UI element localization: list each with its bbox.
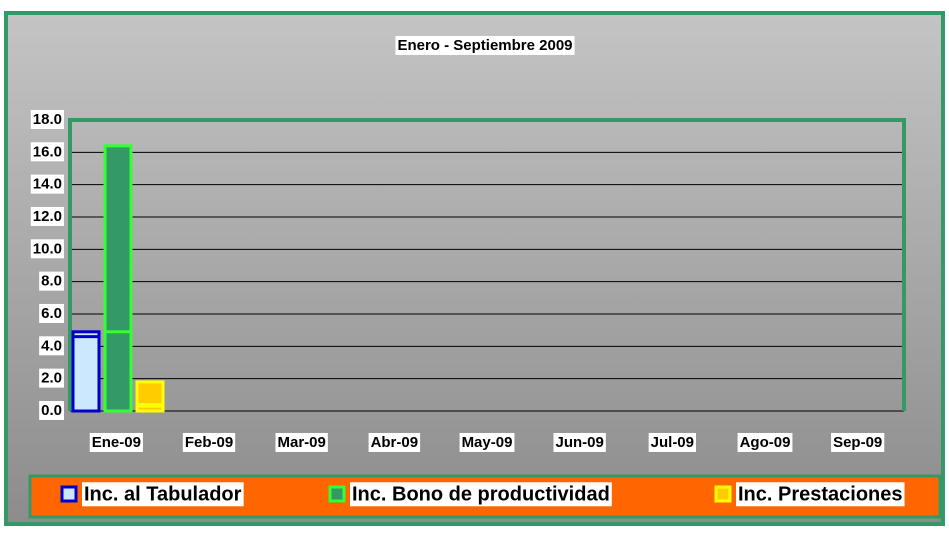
- y-tick-label: 12.0: [33, 208, 62, 225]
- y-tick-label: 18.0: [33, 111, 62, 128]
- x-tick-label: Feb-09: [185, 434, 233, 451]
- x-tick-label: Jul-09: [651, 434, 694, 451]
- y-tick-label: 16.0: [33, 143, 62, 160]
- bar: [71, 335, 101, 413]
- y-tick-label-bg: [39, 271, 64, 291]
- legend-swatch: [60, 485, 78, 503]
- chart-title-bg: [395, 35, 575, 55]
- legend-label: Inc. Prestaciones: [738, 483, 903, 505]
- x-tick-label-bg: [459, 432, 515, 452]
- x-tick-label-bg: [275, 432, 328, 452]
- legend-label: Inc. al Tabulador: [84, 483, 242, 505]
- y-tick-label: 4.0: [41, 337, 62, 354]
- x-tick-label-bg: [89, 432, 143, 452]
- y-tick-label: 6.0: [41, 305, 62, 322]
- x-tick-label: May-09: [462, 434, 513, 451]
- legend-label-bg: [350, 482, 612, 507]
- x-tick-label: Jun-09: [555, 434, 603, 451]
- y-tick-label-bg: [30, 174, 64, 194]
- y-tick-label: 14.0: [33, 176, 62, 193]
- x-tick-label: Ago-09: [740, 434, 791, 451]
- y-tick-label: 2.0: [41, 370, 62, 387]
- x-tick-label-bg: [553, 432, 606, 452]
- bar: [103, 330, 133, 413]
- x-tick-label-bg: [648, 432, 697, 452]
- legend-swatch: [328, 485, 346, 503]
- plot-border: [68, 118, 906, 411]
- x-tick-label: Sep-09: [833, 434, 882, 451]
- y-tick-label-bg: [30, 109, 64, 129]
- y-tick-label-bg: [30, 206, 64, 226]
- y-tick-label-bg: [30, 239, 64, 259]
- legend-label-bg: [736, 482, 905, 507]
- x-tick-label: Mar-09: [277, 434, 325, 451]
- y-tick-label: 8.0: [41, 273, 62, 290]
- y-tick-label: 0.0: [41, 402, 62, 419]
- plot-layer: Enero - Septiembre 2009 0.0 2.0 4.0 6.0 8.0 10…: [30, 35, 906, 507]
- y-tick-label-bg: [39, 336, 64, 356]
- chart-title: Enero - Septiembre 2009: [397, 37, 572, 54]
- x-tick-label: Abr-09: [371, 434, 419, 451]
- y-tick-label-bg: [39, 400, 64, 420]
- legend-swatch: [714, 485, 732, 503]
- x-tick-label: Ene-09: [92, 434, 141, 451]
- legend-label: Inc. Bono de productividad: [352, 483, 610, 505]
- x-tick-label-bg: [737, 432, 793, 452]
- y-tick-label-bg: [39, 303, 64, 323]
- y-tick-label-bg: [39, 368, 64, 388]
- legend-label-bg: [82, 482, 244, 507]
- bar: [135, 404, 165, 413]
- y-tick-label: 10.0: [33, 240, 62, 257]
- x-tick-label-bg: [368, 432, 421, 452]
- x-tick-label-bg: [831, 432, 885, 452]
- y-tick-label-bg: [30, 142, 64, 162]
- x-tick-label-bg: [182, 432, 236, 452]
